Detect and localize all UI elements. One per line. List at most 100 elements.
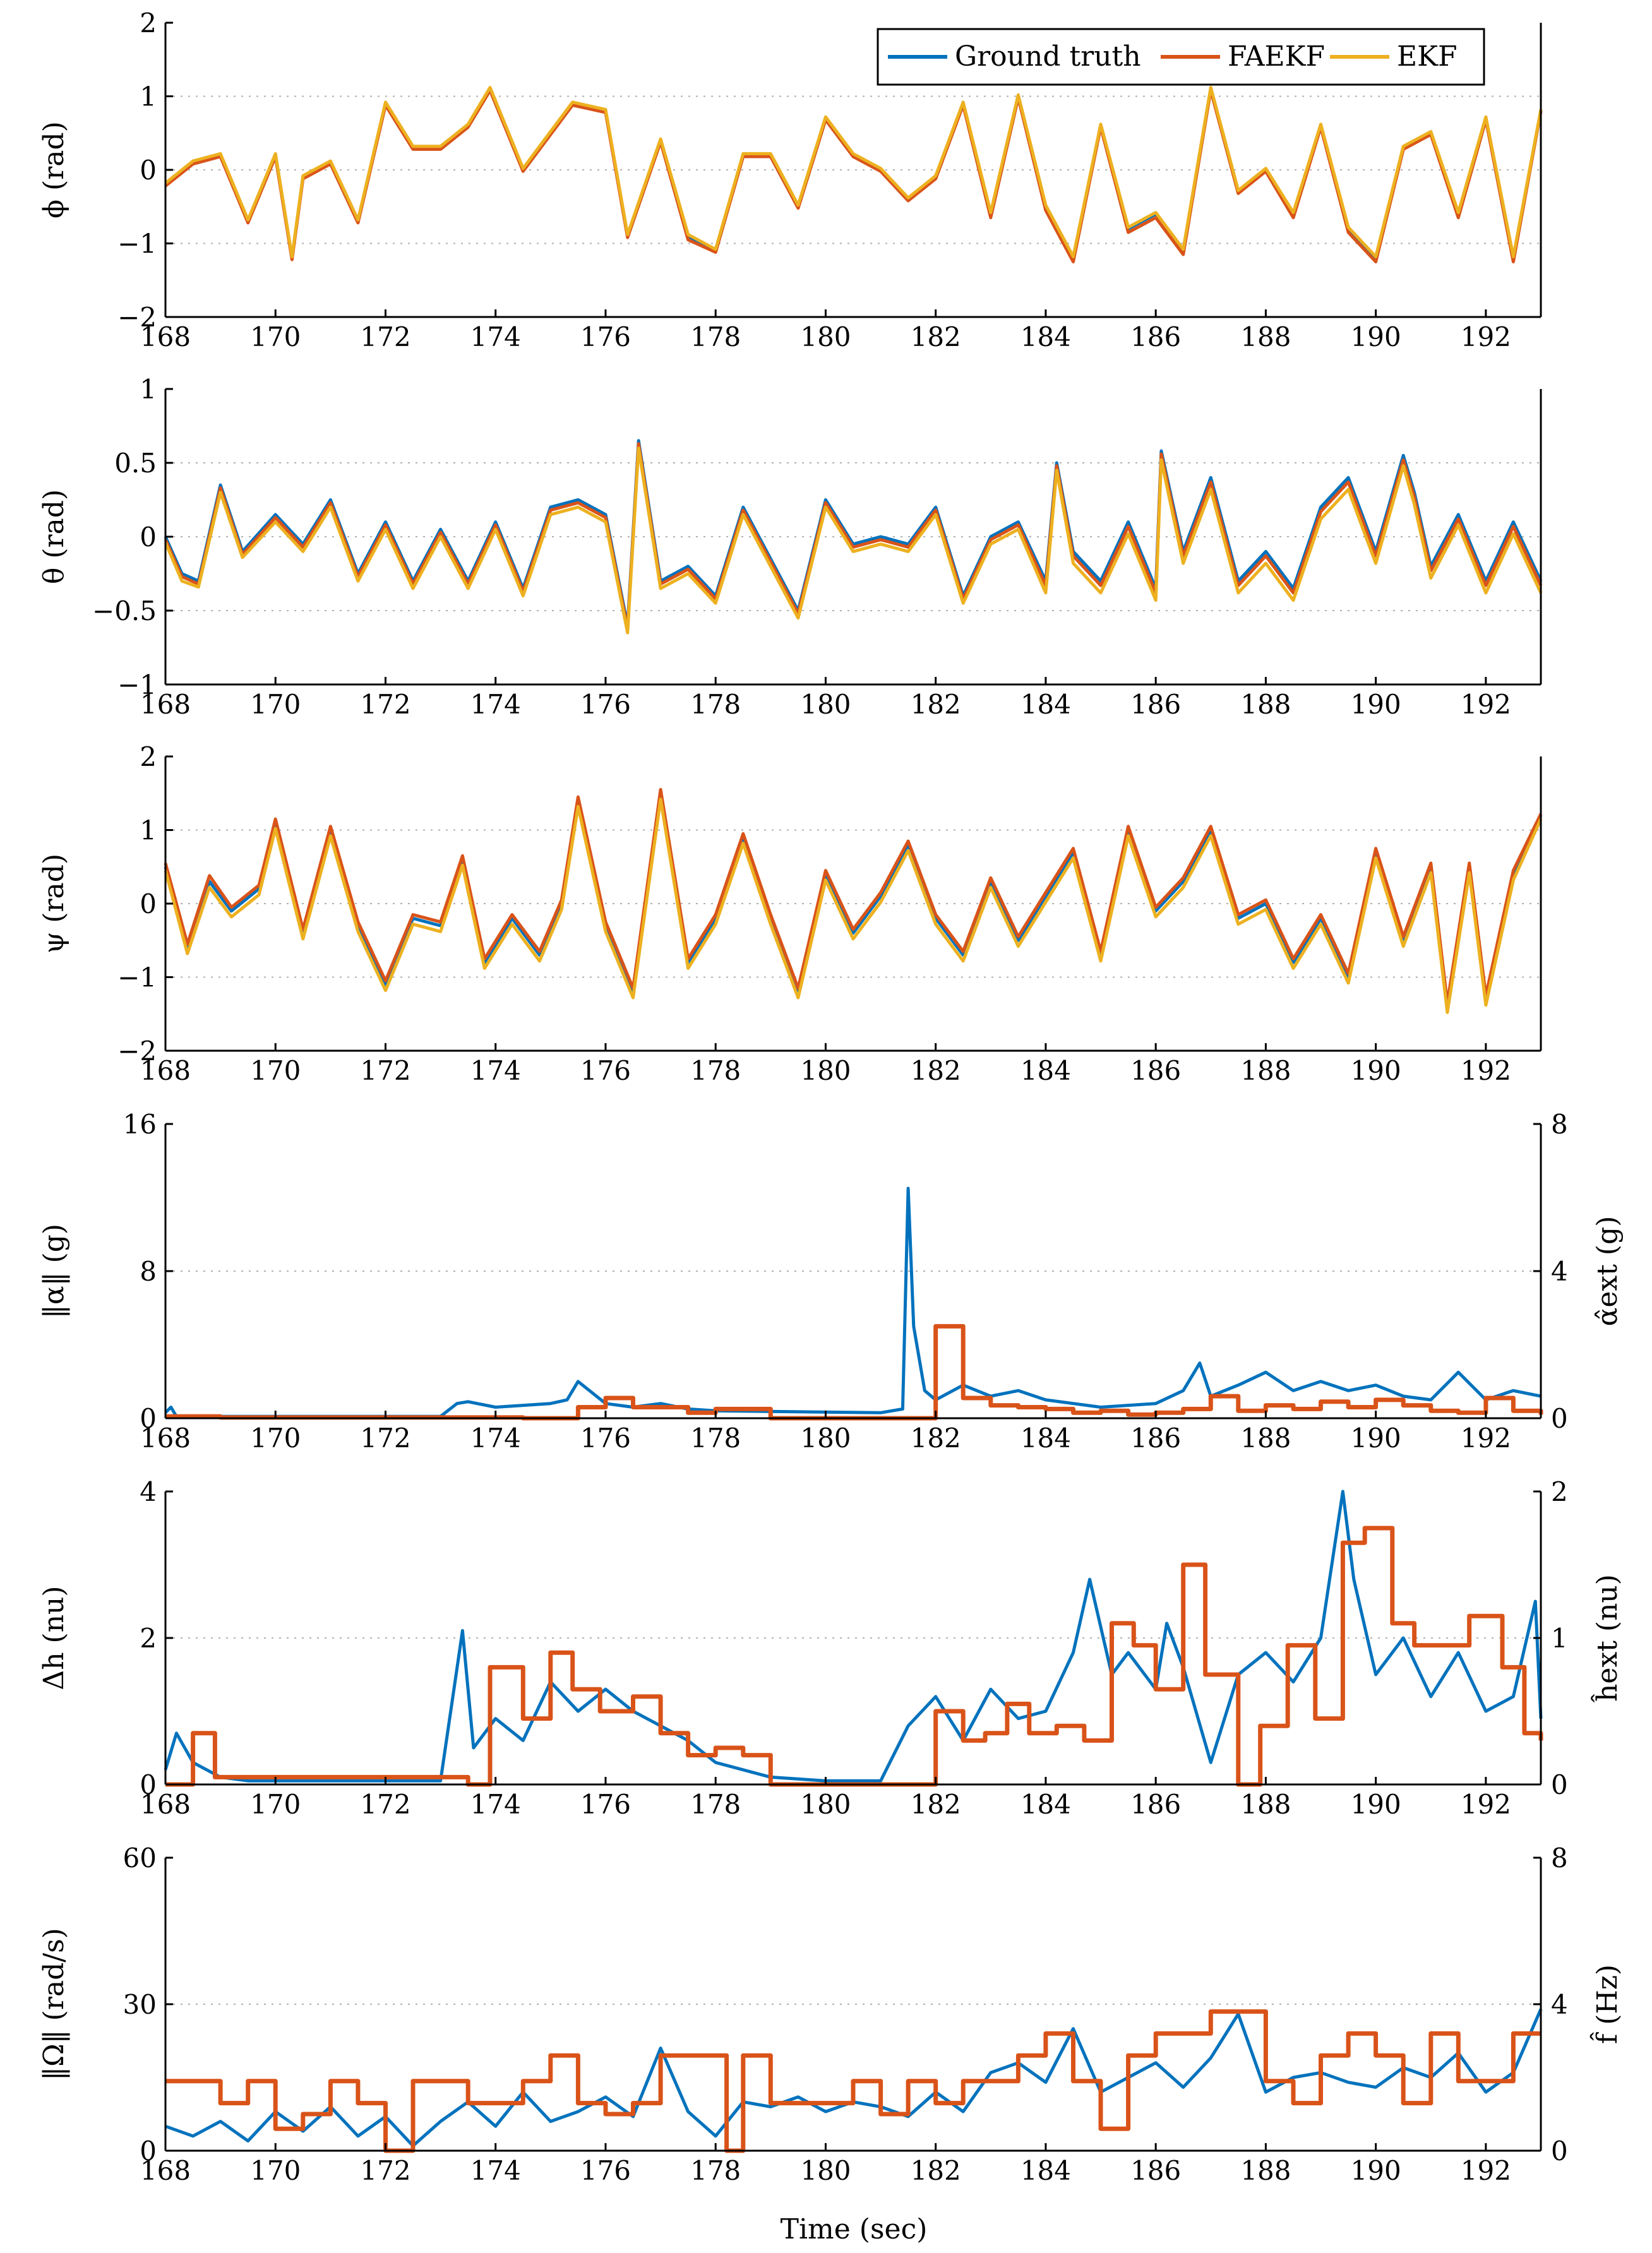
x-tick-label: 170 [250, 1789, 301, 1820]
y-tick-label: −0.5 [92, 595, 157, 626]
legend: Ground truth FAEKF EKF [877, 28, 1485, 86]
series-line-ground-truth [164, 791, 1543, 1008]
x-tick-label: 192 [1461, 1789, 1511, 1820]
y-tick-label: 1 [140, 81, 157, 112]
x-tick-label: 170 [250, 321, 301, 352]
y-tick-label: 0 [140, 155, 157, 186]
y-tick-label: 0 [140, 2136, 157, 2166]
y-tick-right-label: 8 [1551, 1109, 1568, 1140]
y-axis-label: ‖α‖ (g) [38, 1224, 70, 1318]
x-tick-label: 180 [800, 689, 851, 720]
x-tick-label: 172 [360, 1055, 410, 1086]
y-tick-right-label: 0 [1551, 1403, 1568, 1434]
y-tick-label: 16 [123, 1109, 157, 1140]
x-tick-label: 192 [1461, 321, 1511, 352]
y-tick-right-label: 0 [1551, 2136, 1568, 2166]
x-tick-label: 182 [911, 689, 961, 720]
x-tick-label: 190 [1351, 689, 1401, 720]
x-tick-label: 178 [690, 321, 741, 352]
x-tick-label: 174 [470, 321, 521, 352]
x-tick-label: 192 [1461, 2155, 1511, 2186]
x-tick-label: 182 [911, 1055, 961, 1086]
series-line-ext [165, 1526, 1543, 1787]
y-tick-label: 0 [140, 522, 157, 553]
x-axis-label: Time (sec) [781, 2213, 928, 2245]
x-tick-label: 170 [250, 2155, 301, 2186]
x-tick-label: 186 [1130, 1423, 1181, 1454]
y-axis-label: ϕ (rad) [38, 121, 70, 218]
series-line- [165, 2008, 1543, 2148]
x-tick-label: 180 [800, 1055, 851, 1086]
phi-panel: 168 170 172 174 176 178 180 182 184 186 188 190 192 −… [38, 8, 1543, 352]
y-tick-label: 0 [140, 1403, 157, 1434]
x-tick-label: 188 [1240, 1789, 1291, 1820]
x-tick-label: 184 [1021, 321, 1071, 352]
x-tick-label: 176 [580, 1789, 631, 1820]
x-tick-label: 190 [1351, 1789, 1401, 1820]
x-tick-label: 186 [1130, 689, 1181, 720]
y-tick-label: 30 [123, 1989, 157, 2020]
y-tick-right-label: 8 [1551, 1843, 1568, 1874]
x-tick-label: 170 [250, 1423, 301, 1454]
x-tick-label: 174 [470, 1423, 521, 1454]
x-tick-label: 178 [690, 2155, 741, 2186]
series-line-faekf [164, 787, 1543, 1005]
legend-label-ekf: EKF [1397, 40, 1457, 73]
x-tick-label: 174 [470, 1055, 521, 1086]
y-tick-label: −1 [117, 669, 157, 700]
x-tick-label: 174 [470, 2155, 521, 2186]
y-tick-label: 4 [140, 1476, 157, 1507]
x-tick-label: 184 [1021, 689, 1071, 720]
x-tick-label: 192 [1461, 1423, 1511, 1454]
legend-label-ground-truth: Ground truth [955, 40, 1141, 73]
y-tick-right-label: 4 [1551, 1989, 1568, 2020]
y-tick-label: 1 [140, 815, 157, 846]
x-tick-label: 190 [1351, 321, 1401, 352]
series-line-f [165, 2009, 1541, 2153]
x-tick-label: 190 [1351, 2155, 1401, 2186]
x-tick-label: 172 [360, 1789, 410, 1820]
x-tick-label: 182 [911, 2155, 961, 2186]
x-tick-label: 176 [580, 2155, 631, 2186]
x-tick-label: 188 [1240, 689, 1291, 720]
x-tick-label: 180 [800, 1423, 851, 1454]
x-tick-label: 186 [1130, 1055, 1181, 1086]
y-axis-label: θ (rad) [38, 489, 70, 584]
x-tick-label: 172 [360, 1423, 410, 1454]
x-tick-label: 170 [250, 689, 301, 720]
x-tick-label: 172 [360, 2155, 410, 2186]
x-tick-label: 168 [140, 321, 191, 352]
x-tick-label: 168 [140, 1789, 191, 1820]
y-tick-label: 2 [140, 741, 157, 772]
x-tick-label: 184 [1021, 1055, 1071, 1086]
y-axis-label: ‖Ω‖ (rad/s) [38, 1928, 70, 2081]
x-tick-label: 184 [1021, 2155, 1071, 2186]
x-tick-label: 186 [1130, 2155, 1181, 2186]
theta-panel: 168 170 172 174 176 178 180 182 184 186 188 190 192 −… [38, 374, 1543, 720]
x-tick-label: 172 [360, 321, 410, 352]
y-tick-right-label: 4 [1551, 1256, 1568, 1287]
x-tick-label: 174 [470, 1789, 521, 1820]
y-axis-right-label: α̂ext (g) [1591, 1216, 1624, 1327]
x-tick-label: 168 [140, 2155, 191, 2186]
series-line-ekf [164, 86, 1543, 258]
x-tick-label: 180 [800, 2155, 851, 2186]
series-line-faekf [164, 442, 1543, 630]
series-line-ground-truth [164, 439, 1543, 627]
y-tick-label: 2 [140, 8, 157, 39]
x-tick-label: 188 [1240, 321, 1291, 352]
y-tick-label: −2 [117, 302, 157, 333]
y-tick-label: −1 [117, 962, 157, 993]
x-tick-label: 182 [911, 1789, 961, 1820]
legend-label-faekf: FAEKF [1228, 40, 1325, 73]
x-tick-label: 180 [800, 321, 851, 352]
y-tick-label: −1 [117, 229, 157, 260]
x-tick-label: 168 [140, 1423, 191, 1454]
x-tick-label: 190 [1351, 1423, 1401, 1454]
x-tick-label: 188 [1240, 2155, 1291, 2186]
y-tick-right-label: 2 [1551, 1476, 1568, 1507]
y-tick-label: 60 [123, 1843, 157, 1874]
series-line-h [164, 1490, 1543, 1783]
series-line-ekf [164, 798, 1543, 1014]
